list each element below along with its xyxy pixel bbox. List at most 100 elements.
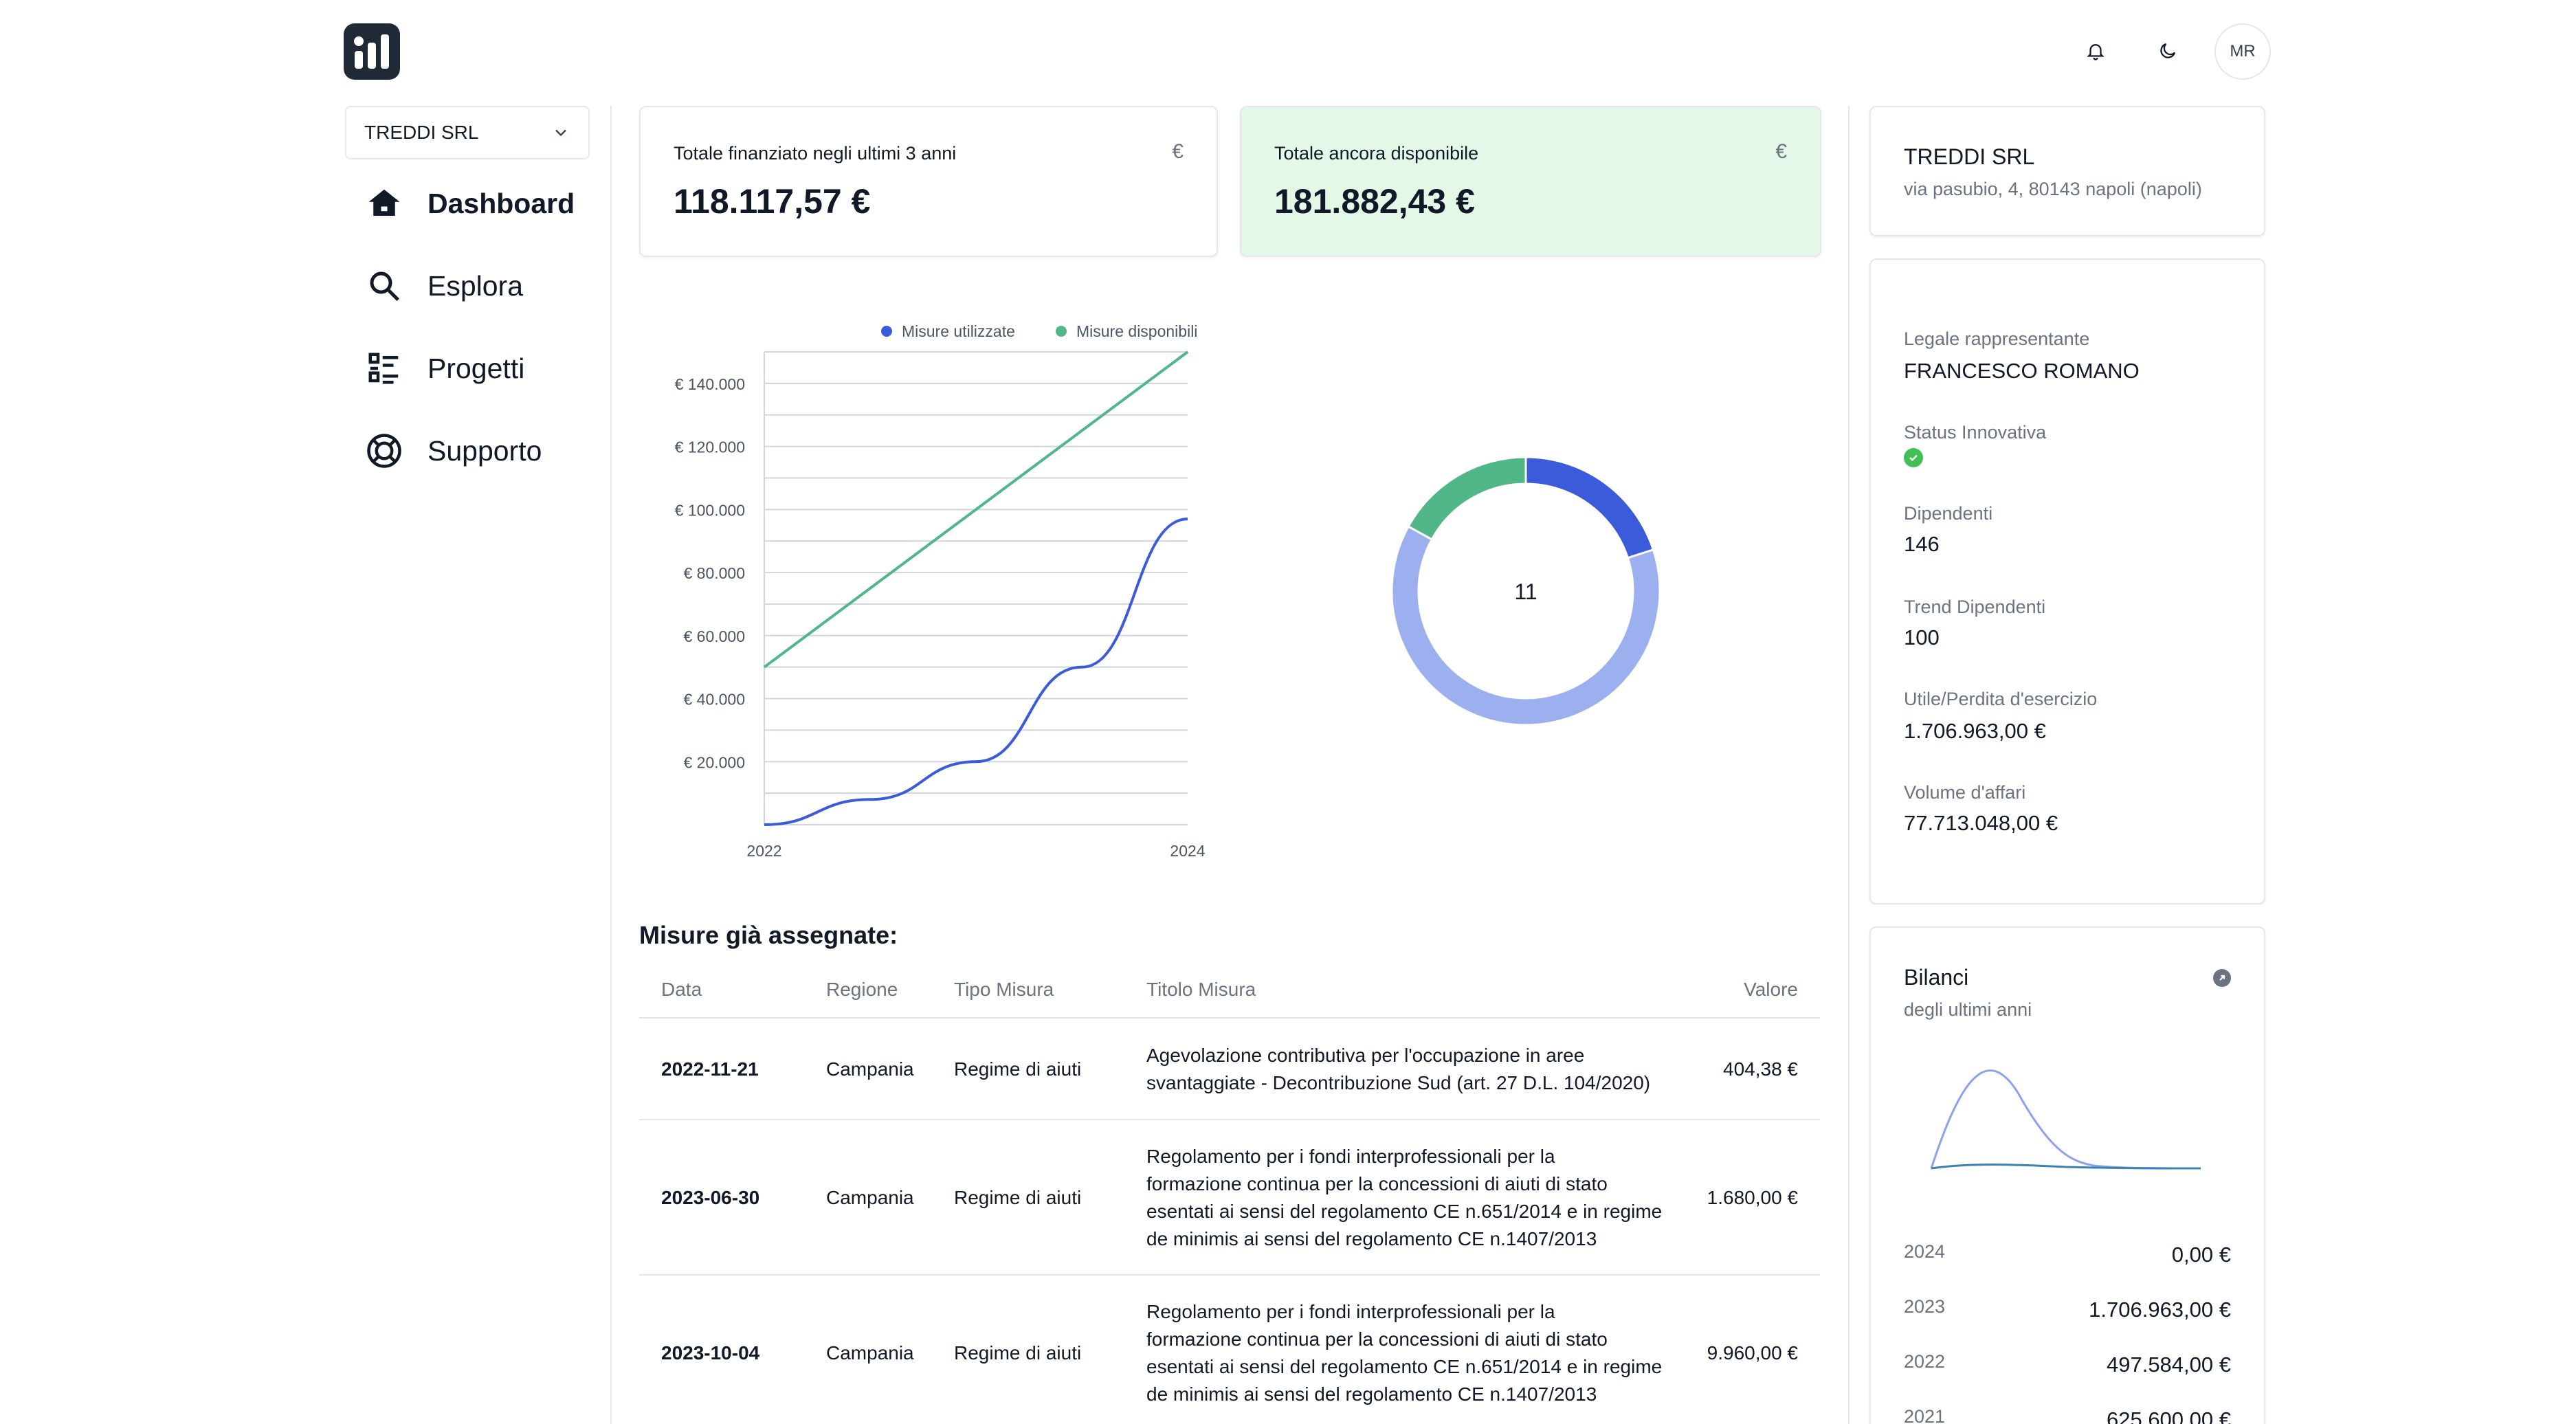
bilanci-value: 625.600,00 € [2106,1408,2231,1424]
y-tick-label: € 140.000 [675,375,745,393]
cell-value: 1.680,00 € [1707,1187,1798,1208]
table-row[interactable]: 2023-06-30 Campania Regime di aiuti 1.680,0… [639,1119,1820,1274]
external-link-icon[interactable] [2213,969,2231,987]
y-tick-label: € 80.000 [683,564,745,582]
info-value: FRANCESCO ROMANO [1904,359,2140,383]
cell-title-line: formazione continua per la concessioni d… [1146,1173,1608,1194]
company-name: TREDDI SRL [1904,144,2035,169]
cell-title: Regolamento per i fondi interprofessiona… [1146,1298,1662,1408]
company-card: TREDDI SRL via pasubio, 4, 80143 napoli … [1869,106,2265,236]
info-label: Legale rappresentante [1904,329,2090,349]
cell-title-line: de minimis ai sensi del regolamento CE n… [1146,1228,1597,1249]
cell-title-line: de minimis ai sensi del regolamento CE n… [1146,1383,1597,1405]
bell-icon[interactable] [2079,34,2112,67]
line-chart: € 20.000 € 40.000 € 60.000 € 80.000 € 100.00… [675,322,1206,860]
donut-slice-0[interactable] [1524,456,1655,559]
cell-region: Campania [826,1058,914,1080]
info-label: Utile/Perdita d'esercizio [1904,689,2098,709]
sidebar-item-dashboard[interactable]: Dashboard [366,183,575,224]
table-row[interactable]: 2023-10-04 Campania Regime di aiuti 9.960,0… [639,1274,1820,1424]
logo-icon [354,34,389,69]
kpi-card-total-funded: Totale finanziato negli ultimi 3 anni € … [639,106,1218,257]
y-tick-label: € 120.000 [675,438,745,456]
user-avatar[interactable]: MR [2214,23,2271,80]
sidebar-item-progetti[interactable]: Progetti [366,348,524,389]
list-icon [368,353,399,384]
y-tick-label: € 40.000 [683,691,745,709]
bilanci-year: 2024 [1904,1241,1946,1262]
company-info-card: Legale rappresentante FRANCESCO ROMANO S… [1869,258,2265,904]
table-header-titolo[interactable]: Titolo Misura [1146,979,1256,1000]
sidebar-divider [610,106,612,1424]
bilanci-sparkline [1930,1069,2201,1170]
info-label: Dipendenti [1904,503,1993,524]
search-icon [370,271,400,302]
sidebar-item-esplora[interactable]: Esplora [366,265,523,307]
series-line-0 [764,518,1188,826]
cell-title-line: Regolamento per i fondi interprofessiona… [1146,1301,1555,1322]
cell-title: Regolamento per i fondi interprofessiona… [1146,1143,1662,1253]
kpi-value: 181.882,43 € [1274,182,1475,221]
cell-title-line: formazione continua per la concessioni d… [1146,1328,1608,1350]
x-tick-label: 2022 [746,842,781,860]
info-value: 77.713.048,00 € [1904,811,2058,835]
euro-icon: € [1172,140,1184,163]
cell-title: Agevolazione contributiva per l'occupazi… [1146,1042,1650,1097]
cell-type: Regime di aiuti [954,1058,1082,1080]
check-circle-icon [1904,448,1923,467]
kpi-label: Totale finanziato negli ultimi 3 anni [674,143,957,164]
cell-title-line: esentati ai sensi del regolamento CE n.6… [1146,1356,1663,1377]
bilanci-value: 497.584,00 € [2106,1353,2231,1377]
series-line-1 [763,351,1189,669]
sidebar-item-label: Supporto [428,434,542,467]
legend-label: Misure utilizzate [902,322,1015,340]
x-tick-label: 2024 [1170,842,1205,860]
bilanci-year: 2021 [1904,1406,1946,1424]
y-tick-label: € 100.000 [675,501,745,519]
info-value: 146 [1904,532,1940,556]
sidebar-item-supporto[interactable]: Supporto [366,430,542,471]
company-select[interactable]: TREDDI SRL [345,106,590,159]
table-header-tipo[interactable]: Tipo Misura [954,979,1054,1000]
cell-region: Campania [826,1187,914,1208]
info-value: 100 [1904,625,1940,649]
app-logo[interactable] [344,23,400,80]
cell-region: Campania [826,1342,914,1364]
bilanci-card: Bilanci degli ultimi anni 2024 0,00 € 20… [1869,926,2265,1424]
table-header-regione[interactable]: Regione [826,979,898,1000]
donut-slice-1[interactable] [1390,525,1661,726]
legend-marker [881,326,892,337]
kpi-card-available: Totale ancora disponibile € 181.882,43 € [1240,106,1821,257]
cell-type: Regime di aiuti [954,1187,1082,1208]
info-label: Status Innovativa [1904,422,2047,443]
donut-center-label: 11 [1514,579,1537,604]
info-label: Trend Dipendenti [1904,597,2046,617]
theme-toggle-icon[interactable] [2151,34,2184,67]
cell-value: 9.960,00 € [1707,1342,1798,1364]
table-header-data[interactable]: Data [661,979,702,1000]
right-column-divider [1848,106,1850,1424]
kpi-label: Totale ancora disponibile [1274,143,1479,164]
table-title: Misure già assegnate: [639,921,898,949]
kpi-value: 118.117,57 € [674,182,871,221]
cell-type: Regime di aiuti [954,1342,1082,1364]
lifebuoy-icon [367,434,401,468]
sidebar-item-label: Progetti [428,352,525,384]
bilanci-subtitle: degli ultimi anni [1904,999,2032,1020]
cell-value: 404,38 € [1723,1058,1798,1080]
y-tick-label: € 60.000 [683,627,745,645]
company-address: via pasubio, 4, 80143 napoli (napoli) [1904,179,2202,199]
bilanci-value: 1.706.963,00 € [2089,1298,2231,1322]
euro-icon: € [1775,140,1787,163]
info-value: 1.706.963,00 € [1904,719,2046,743]
y-tick-label: € 20.000 [683,753,745,771]
table-row[interactable]: 2022-11-21 Campania Regime di aiuti 404,38 … [639,1017,1820,1119]
cell-title-line: Agevolazione contributiva per l'occupazi… [1146,1045,1585,1066]
cell-date: 2023-06-30 [661,1187,760,1208]
chevron-down-icon [555,129,566,137]
cell-title-line: esentati ai sensi del regolamento CE n.6… [1146,1201,1663,1222]
table-header-valore[interactable]: Valore [1744,979,1798,1000]
cell-title-line: Regolamento per i fondi interprofessiona… [1146,1146,1555,1167]
bilanci-year: 2023 [1904,1296,1946,1317]
donut-slice-2[interactable] [1407,456,1527,541]
